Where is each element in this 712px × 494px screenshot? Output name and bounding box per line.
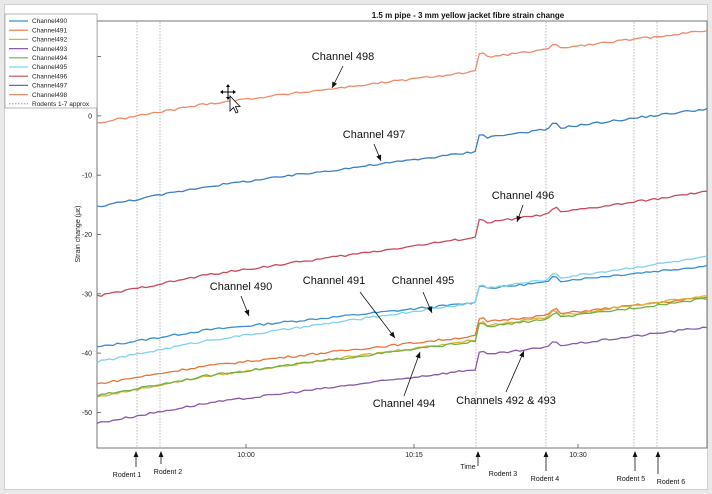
series-line-channel497 <box>96 107 708 208</box>
annotation-arrow-line <box>359 291 396 339</box>
series-line-channel496 <box>96 190 708 297</box>
rodent-label: Rodent 5 <box>617 476 646 483</box>
y-tick-label: -50 <box>82 410 92 417</box>
legend-entry: Channel497 <box>32 83 67 90</box>
series-line-channel491 <box>96 296 708 385</box>
chart-title: 1.5 m pipe - 3 mm yellow jacket fibre st… <box>372 11 565 20</box>
series-line-channel498 <box>96 30 708 124</box>
annotation-arrow-head <box>519 351 524 358</box>
legend-entry: Channel491 <box>32 27 67 34</box>
rodent-label: Rodent 3 <box>489 471 518 478</box>
x-tick-label: 10:00 <box>237 452 255 459</box>
annotation-arrow-head <box>427 306 433 313</box>
annotation-label: Channel 496 <box>492 190 554 202</box>
annotation-label: Channel 491 <box>303 275 365 287</box>
rodent-arrow-head <box>543 451 549 457</box>
y-tick-label: -20 <box>82 232 92 239</box>
rodent-arrow-head <box>655 451 661 457</box>
rodent-arrow-head <box>475 451 481 457</box>
annotation-arrow-head <box>376 154 382 161</box>
annotations: Channel 498 Channel 497 Channel 496 Channel… <box>210 51 556 410</box>
annotation-arrow-head <box>516 215 522 222</box>
x-axis-label: Time <box>460 464 475 471</box>
rodent-arrow-head <box>133 451 139 457</box>
rodent-label: Rodent 6 <box>657 479 686 486</box>
plot-area <box>96 20 708 449</box>
y-axis-label: Strain change (με) <box>75 206 82 263</box>
series-line-channel493 <box>96 326 708 425</box>
y-tick-label: -10 <box>82 173 92 180</box>
rodent-label: Rodent 2 <box>154 469 183 476</box>
annotation-label: Channel 494 <box>373 398 435 410</box>
annotation-arrow-head <box>415 352 421 359</box>
annotation-arrow-line <box>403 351 421 397</box>
rodent-label: Rodent 4 <box>531 476 560 483</box>
annotation-arrow-head <box>332 81 338 88</box>
annotation-arrow-line <box>505 350 525 393</box>
move-cursor-icon <box>220 84 241 114</box>
rodent-label: Rodent 1 <box>113 472 142 479</box>
series-lines <box>96 30 708 425</box>
series-line-channel490 <box>96 264 708 348</box>
series-line-channel494 <box>96 297 708 397</box>
legend-entry: Channel493 <box>32 46 67 53</box>
annotation-label: Channel 490 <box>210 281 272 293</box>
legend-entry: Channel495 <box>32 64 67 71</box>
annotation-label: Channel 498 <box>312 51 374 63</box>
series-line-channel495 <box>96 255 708 364</box>
legend-entry: Channel494 <box>32 55 67 62</box>
annotation-label: Channel 497 <box>343 129 405 141</box>
annotation-label: Channels 492 & 493 <box>456 395 556 407</box>
y-tick-label: 0 <box>88 113 92 120</box>
x-tick-label: 10:15 <box>405 452 423 459</box>
y-tick-label: -30 <box>82 291 92 298</box>
y-tick-label: -40 <box>82 351 92 358</box>
rodent-markers: Rodent 1 Rodent 2 Rodent 3 Rodent 4 Rodent 5… <box>113 451 686 486</box>
legend-entry: Rodents 1-7 approx <box>32 101 90 108</box>
legend-entry: Channel496 <box>32 73 67 80</box>
rodent-arrow-head <box>158 451 164 457</box>
annotation-label: Channel 495 <box>392 275 454 287</box>
annotation-arrow-head <box>244 309 250 316</box>
x-tick-label: 10:30 <box>569 452 587 459</box>
legend: Channel490 Channel491 Channel492 Channel493… <box>4 13 98 109</box>
legend-entry: Channel498 <box>32 92 67 99</box>
rodent-arrow-head <box>632 451 638 457</box>
annotation-arrow-head <box>389 331 395 338</box>
legend-entry: Channel492 <box>32 37 67 44</box>
legend-entry: Channel490 <box>32 18 67 25</box>
